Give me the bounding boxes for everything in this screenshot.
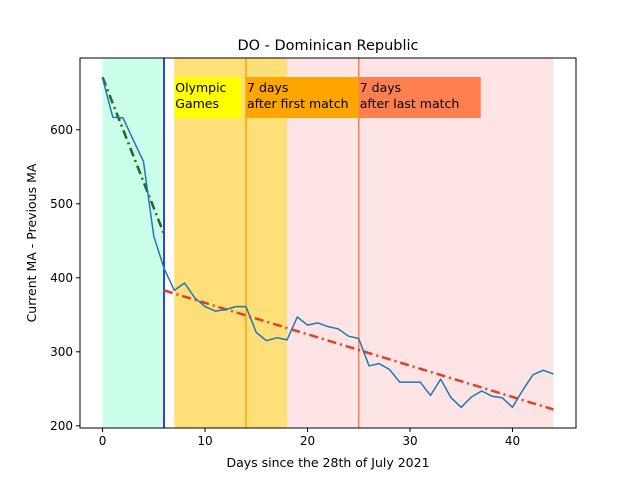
y-tick-label: 600 [50,123,73,137]
data-series [101,77,554,409]
annotation-box [246,77,361,118]
y-tick-label: 500 [50,197,73,211]
y-tick-label: 200 [50,419,73,433]
annotation-box [358,77,481,118]
y-tick-label: 300 [50,345,73,359]
y-axis-ticks: 200 300 400 500 600 [50,123,80,433]
annotation-text: Olympic [175,80,226,95]
y-tick-label: 400 [50,271,73,285]
trend-lines [101,76,554,411]
x-tick-label: 0 [99,434,107,448]
event-lines [163,58,360,428]
x-axis-ticks: 0 10 20 30 40 [99,428,520,448]
plot-frame [79,57,577,429]
trend-line-2 [163,289,554,411]
annotation-text: 7 days [247,80,288,95]
x-tick-label: 20 [300,434,315,448]
series-line-1 [101,77,554,409]
annotation-text: after last match [360,96,460,111]
shaded-band-2 [174,58,288,428]
x-tick-label: 40 [505,434,520,448]
chart-title: DO - Dominican Republic [237,38,418,54]
shaded-band-1 [102,58,165,428]
shaded-periods [102,58,554,428]
trend-line-1 [101,76,166,235]
annotation-box [174,77,242,118]
x-tick-label: 30 [402,434,417,448]
annotation-text: Games [175,96,219,111]
x-axis-label: Days since the 28th of July 2021 [226,455,429,470]
y-axis-label: Current MA - Previous MA [24,163,39,322]
x-tick-label: 10 [197,434,212,448]
shaded-band-3 [287,58,554,428]
annotation-text: after first match [247,96,348,111]
annotation-text: 7 days [360,80,401,95]
